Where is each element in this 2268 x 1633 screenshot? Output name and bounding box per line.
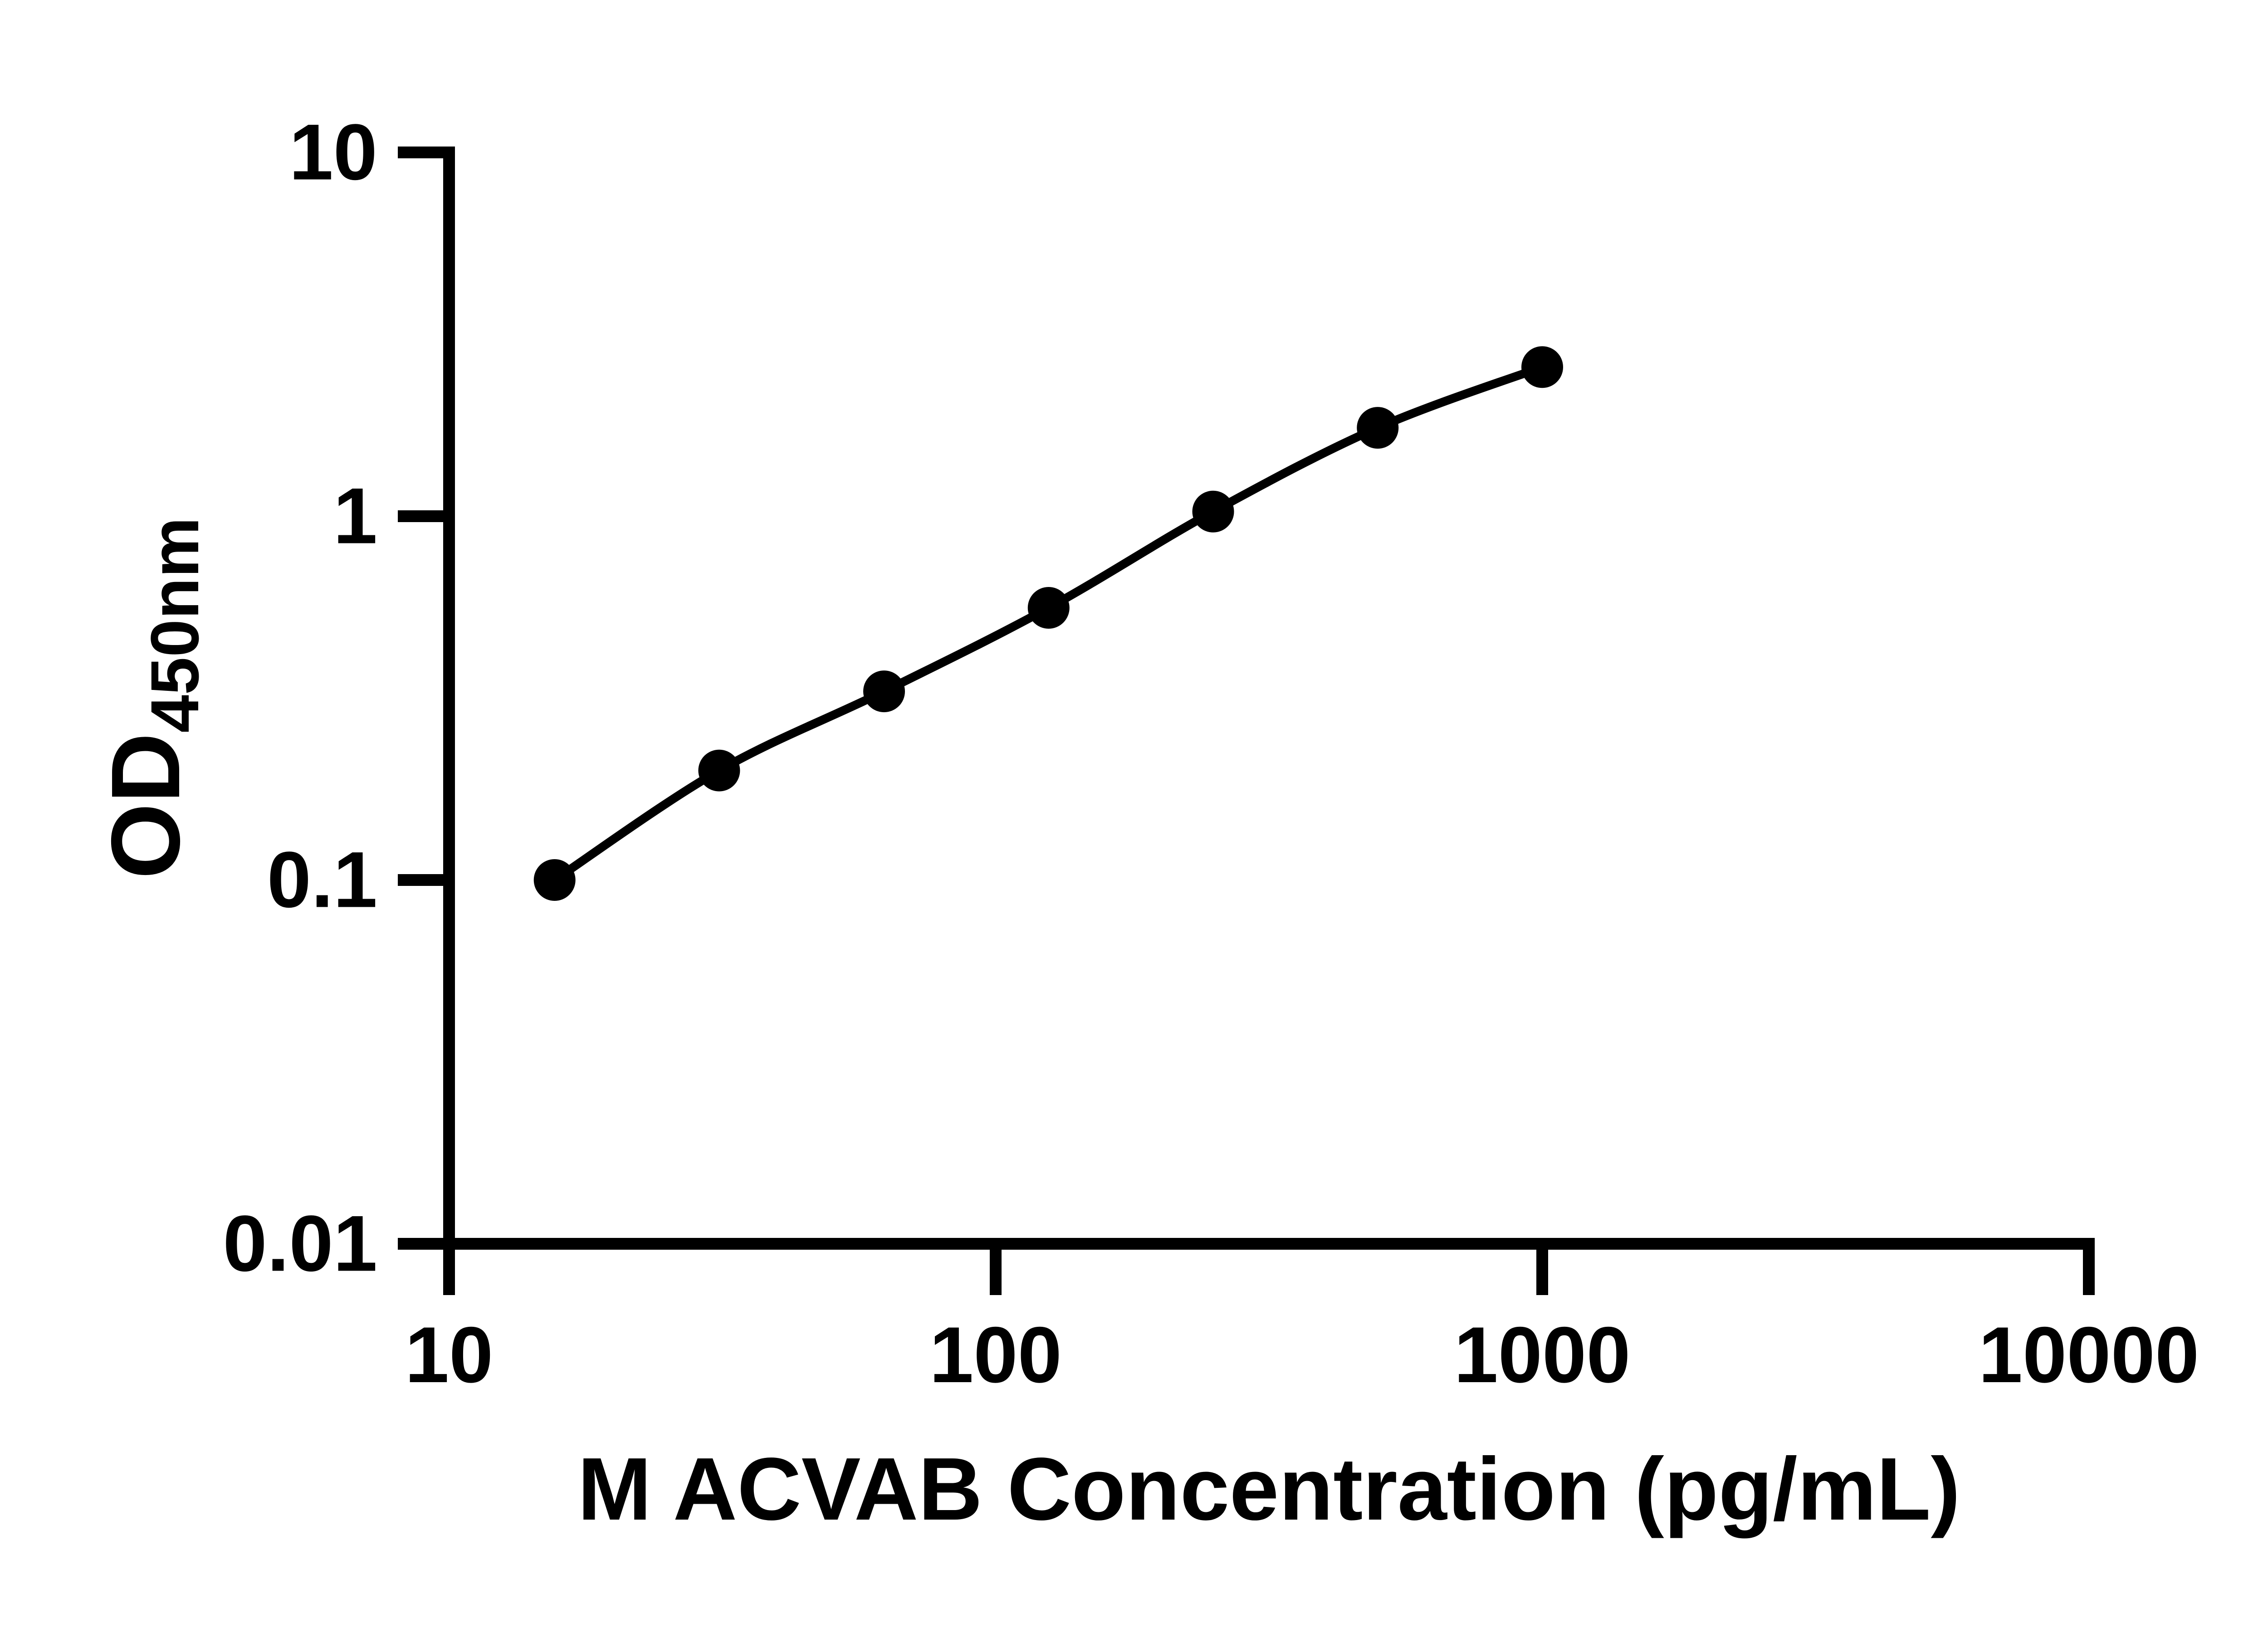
data-point-7: [1521, 346, 1563, 388]
y-tick-label: 0.1: [267, 836, 377, 924]
data-point-2: [698, 749, 740, 792]
x-tick-label: 10000: [1979, 1311, 2200, 1399]
x-tick-label: 100: [929, 1311, 1062, 1399]
data-point-3: [863, 670, 905, 713]
x-tick-label: 10: [405, 1311, 494, 1399]
y-axis-title: OD450nm: [91, 517, 213, 879]
y-axis-title-main: OD: [91, 733, 200, 879]
y-axis-title-subscript: 450nm: [137, 517, 213, 733]
y-tick-label: 1: [333, 472, 377, 561]
x-axis-title: M ACVAB Concentration (pg/mL): [577, 1439, 1960, 1539]
x-tick-label: 1000: [1454, 1311, 1630, 1399]
data-point-5: [1192, 490, 1234, 533]
y-tick-label: 10: [289, 108, 377, 197]
data-point-4: [1027, 587, 1070, 629]
y-tick-label: 0.01: [223, 1200, 377, 1288]
data-point-6: [1357, 407, 1399, 449]
data-point-1: [533, 859, 576, 901]
